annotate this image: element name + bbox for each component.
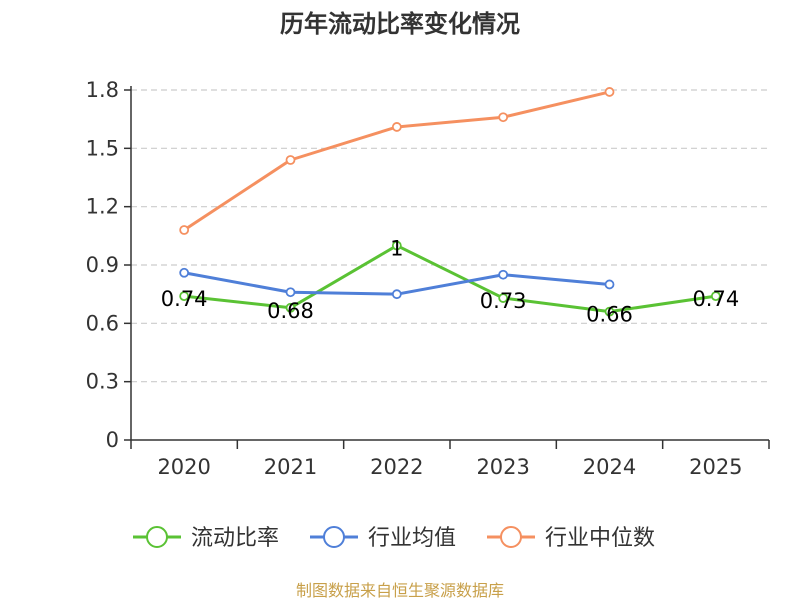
data-point[interactable] <box>498 112 509 123</box>
x-tick-label: 2020 <box>157 455 210 479</box>
data-point[interactable] <box>604 87 615 97</box>
series-1 <box>179 267 615 300</box>
legend-marker <box>146 526 168 548</box>
y-tick-label: 0.6 <box>86 311 119 335</box>
data-point[interactable] <box>179 225 190 235</box>
grid-lines <box>131 89 769 383</box>
data-point[interactable] <box>179 267 190 278</box>
data-labels: 0.74 0.68 1 0.73 0.66 0.74 <box>161 237 739 327</box>
legend-item-1[interactable]: 行业均值 <box>310 526 456 551</box>
legend[interactable]: 流动比率 行业均值 行业中位数 <box>133 526 655 551</box>
x-tick-label: 2021 <box>264 455 317 479</box>
series-2 <box>179 87 615 235</box>
x-tick-label: 2023 <box>476 455 529 479</box>
data-point[interactable] <box>285 302 296 313</box>
series-0 <box>179 240 721 317</box>
data-label: 1 <box>390 237 403 261</box>
legend-marker <box>500 526 522 548</box>
data-point[interactable] <box>285 287 296 298</box>
data-label: 0.74 <box>161 287 208 311</box>
y-tick-label: 1.8 <box>86 78 119 102</box>
data-label: 0.66 <box>586 303 633 327</box>
axes: 0 0.3 0.6 0.9 1.2 1.5 1.8 2020 2021 2022 2023 2024 2… <box>86 78 770 479</box>
x-tick-label: 2022 <box>370 455 423 479</box>
source-note: 制图数据来自恒生聚源数据库 <box>296 581 504 600</box>
y-tick-label: 0.3 <box>86 370 119 394</box>
data-point[interactable] <box>285 155 296 165</box>
data-point[interactable] <box>391 289 402 300</box>
data-point[interactable] <box>710 291 721 302</box>
legend-label: 流动比率 <box>191 526 279 551</box>
chart-title: 历年流动比率变化情况 <box>280 10 520 38</box>
data-point[interactable] <box>604 306 615 317</box>
x-tick-label: 2025 <box>689 455 742 479</box>
series-line-0 <box>184 244 717 314</box>
series-line-2 <box>183 90 610 232</box>
legend-label: 行业均值 <box>368 526 456 551</box>
x-tick-label: 2024 <box>583 455 636 479</box>
data-point[interactable] <box>498 269 509 280</box>
y-tick-label: 1.2 <box>86 195 119 219</box>
data-point[interactable] <box>179 291 190 302</box>
legend-item-2[interactable]: 行业中位数 <box>487 526 655 551</box>
legend-label: 行业中位数 <box>545 526 655 551</box>
legend-item-0[interactable]: 流动比率 <box>133 526 279 551</box>
series-group <box>179 87 721 317</box>
y-tick-label: 1.5 <box>86 136 119 160</box>
data-point[interactable] <box>498 293 509 303</box>
data-point[interactable] <box>604 279 615 290</box>
data-point[interactable] <box>391 122 402 132</box>
legend-marker <box>323 526 345 548</box>
data-label: 0.74 <box>692 287 739 311</box>
data-point[interactable] <box>391 240 402 251</box>
y-tick-label: 0.9 <box>86 253 119 277</box>
data-label: 0.68 <box>267 299 314 323</box>
y-tick-label: 0 <box>106 428 119 452</box>
data-label: 0.73 <box>480 289 527 313</box>
